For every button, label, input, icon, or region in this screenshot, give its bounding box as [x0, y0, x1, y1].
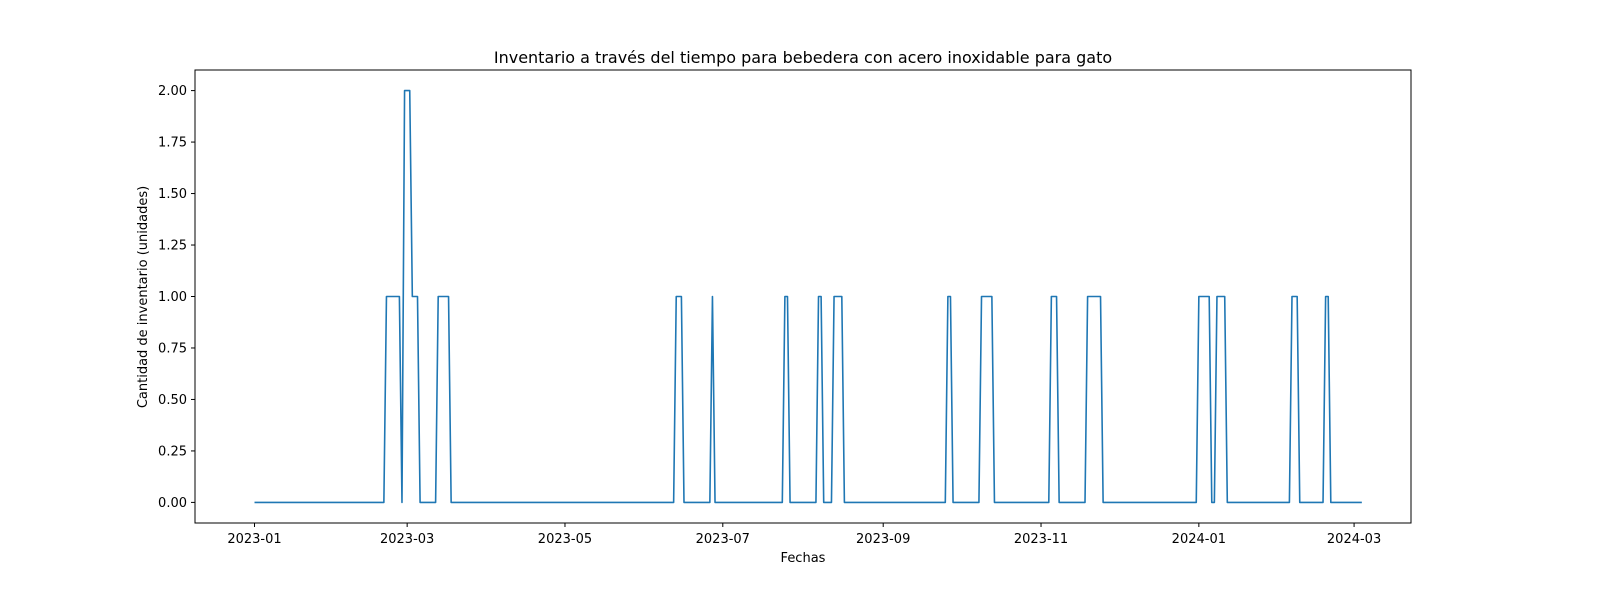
x-tick-label: 2023-03: [380, 532, 434, 547]
x-tick-label: 2023-01: [227, 532, 281, 547]
y-tick-label: 0.50: [158, 393, 187, 408]
x-tick-label: 2023-07: [696, 532, 750, 547]
y-axis-label: Cantidad de inventario (unidades): [136, 186, 151, 408]
y-tick-label: 1.25: [158, 239, 187, 254]
y-tick-label: 1.00: [158, 290, 187, 305]
y-tick-label: 1.75: [158, 136, 187, 151]
chart-title: Inventario a través del tiempo para bebe…: [494, 48, 1112, 67]
x-tick-label: 2023-09: [856, 532, 910, 547]
y-tick-label: 0.25: [158, 444, 187, 459]
x-tick-label: 2023-11: [1014, 532, 1068, 547]
plot-area-frame: [194, 69, 1412, 524]
x-axis: 2023-01 2023-03 2023-05 2023-07 2023-09 2023-…: [227, 523, 1381, 547]
x-axis-label: Fechas: [781, 551, 826, 566]
x-tick-label: 2023-05: [538, 532, 592, 547]
series-line-0: [254, 89, 1362, 504]
x-tick-label: 2024-01: [1172, 532, 1226, 547]
series-layer: [254, 89, 1362, 504]
y-tick-label: 0.00: [158, 496, 187, 511]
y-tick-label: 0.75: [158, 341, 187, 356]
x-tick-label: 2024-03: [1327, 532, 1381, 547]
y-tick-label: 2.00: [158, 84, 187, 99]
y-axis: 0.00 0.25 0.50 0.75 1.00 1.25 1.50 1.75 2.00: [158, 84, 195, 511]
y-tick-label: 1.50: [158, 187, 187, 202]
